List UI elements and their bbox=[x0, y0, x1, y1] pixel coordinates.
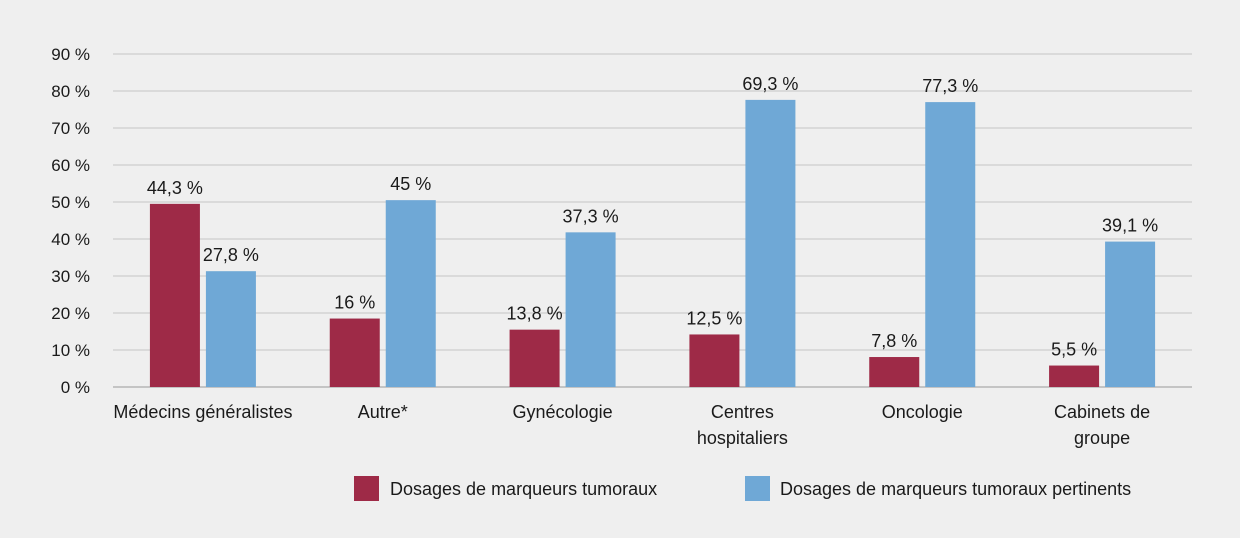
bar-dosages bbox=[1049, 365, 1100, 387]
data-label: 12,5 % bbox=[686, 308, 742, 328]
y-tick-label: 90 % bbox=[51, 45, 90, 64]
y-tick-label: 30 % bbox=[51, 267, 90, 286]
data-label: 37,3 % bbox=[563, 206, 619, 226]
y-tick-label: 10 % bbox=[51, 341, 90, 360]
legend-label: Dosages de marqueurs tumoraux pertinents bbox=[780, 479, 1131, 499]
data-label: 13,8 % bbox=[507, 304, 563, 324]
x-tick-label: Gynécologie bbox=[513, 402, 613, 422]
bar-pertinents bbox=[1105, 241, 1156, 387]
y-tick-label: 0 % bbox=[61, 378, 90, 397]
bar-dosages bbox=[509, 329, 560, 387]
data-label: 39,1 % bbox=[1102, 216, 1158, 236]
x-tick-label: Autre* bbox=[358, 402, 408, 422]
x-tick-label: groupe bbox=[1074, 428, 1130, 448]
data-label: 27,8 % bbox=[203, 245, 259, 265]
legend-swatch bbox=[745, 476, 770, 501]
y-tick-label: 20 % bbox=[51, 304, 90, 323]
bar-dosages bbox=[689, 334, 740, 387]
legend-swatch bbox=[354, 476, 379, 501]
bar-pertinents bbox=[385, 200, 436, 387]
x-tick-label: Oncologie bbox=[882, 402, 963, 422]
bar-pertinents bbox=[565, 232, 616, 387]
y-tick-label: 60 % bbox=[51, 156, 90, 175]
bar-dosages bbox=[869, 357, 920, 387]
data-label: 44,3 % bbox=[147, 178, 203, 198]
x-tick-label: Médecins généralistes bbox=[113, 402, 292, 422]
y-tick-label: 70 % bbox=[51, 119, 90, 138]
data-label: 45 % bbox=[390, 174, 431, 194]
data-label: 69,3 % bbox=[742, 74, 798, 94]
x-tick-label: hospitaliers bbox=[697, 428, 788, 448]
y-tick-label: 40 % bbox=[51, 230, 90, 249]
x-tick-label: Centres bbox=[711, 402, 774, 422]
data-label: 7,8 % bbox=[871, 331, 917, 351]
x-tick-label: Cabinets de bbox=[1054, 402, 1150, 422]
bar-pertinents bbox=[205, 271, 256, 387]
data-label: 5,5 % bbox=[1051, 340, 1097, 360]
bar-dosages bbox=[329, 318, 380, 387]
bar-pertinents bbox=[925, 102, 976, 387]
y-tick-label: 50 % bbox=[51, 193, 90, 212]
bar-dosages bbox=[149, 203, 200, 387]
bar-pertinents bbox=[745, 99, 796, 387]
legend-label: Dosages de marqueurs tumoraux bbox=[390, 479, 657, 499]
data-label: 77,3 % bbox=[922, 76, 978, 96]
y-tick-label: 80 % bbox=[51, 82, 90, 101]
data-label: 16 % bbox=[334, 293, 375, 313]
